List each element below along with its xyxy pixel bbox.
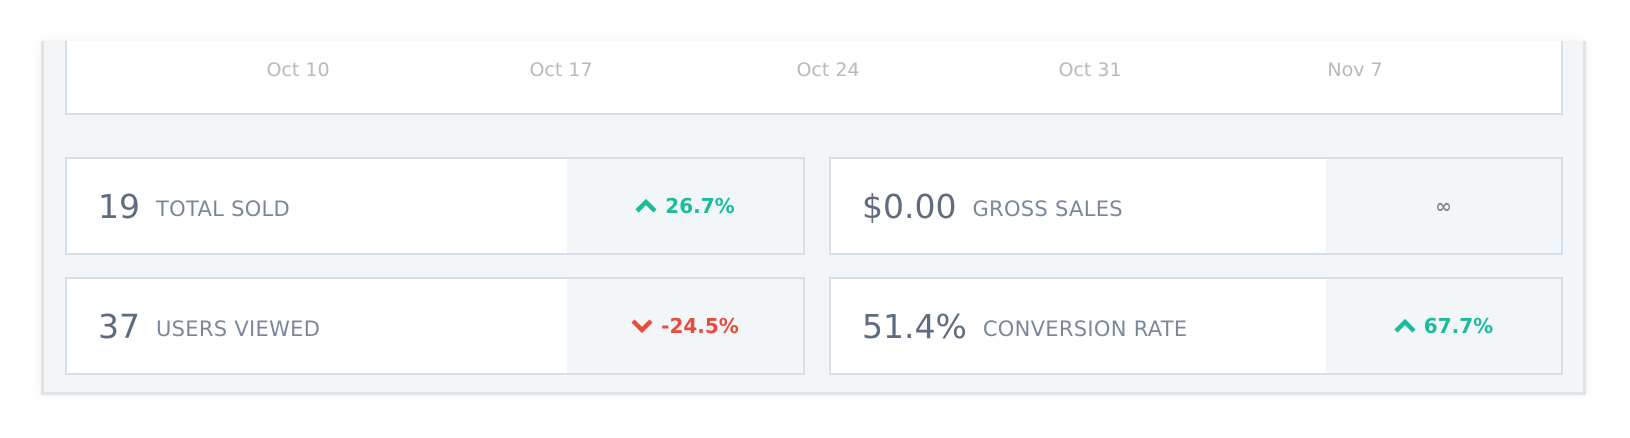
stat-card-total-sold: 19 TOTAL SOLD 26.7%: [65, 157, 805, 255]
stat-change: -24.5%: [661, 314, 739, 338]
stat-card-users-viewed: 37 USERS VIEWED -24.5%: [65, 277, 805, 375]
axis-tick: Nov 7: [1327, 59, 1383, 81]
stat-change: ∞: [1435, 194, 1452, 218]
stat-card-conversion-rate: 51.4% CONVERSION RATE 67.7%: [829, 277, 1563, 375]
stat-value: 51.4%: [862, 306, 967, 346]
chevron-down-icon: [631, 319, 653, 333]
stat-value: 19: [98, 186, 140, 226]
chevron-up-icon: [635, 199, 657, 213]
stat-card-gross-sales: $0.00 GROSS SALES ∞: [829, 157, 1563, 255]
stat-value: 37: [98, 306, 140, 346]
stat-label: TOTAL SOLD: [156, 197, 291, 221]
stat-label: GROSS SALES: [972, 197, 1123, 221]
stat-change: 26.7%: [665, 194, 735, 218]
axis-tick: Oct 31: [1058, 59, 1122, 81]
stat-label: USERS VIEWED: [156, 317, 321, 341]
chevron-up-icon: [1394, 319, 1416, 333]
stat-label: CONVERSION RATE: [982, 317, 1188, 341]
stat-value: $0.00: [862, 186, 957, 226]
axis-tick: Oct 10: [266, 59, 330, 81]
axis-tick: Oct 24: [796, 59, 860, 81]
chart-x-axis: Oct 10 Oct 17 Oct 24 Oct 31 Nov 7: [65, 41, 1563, 115]
stat-change: 67.7%: [1423, 314, 1494, 338]
axis-tick: Oct 17: [529, 59, 593, 81]
